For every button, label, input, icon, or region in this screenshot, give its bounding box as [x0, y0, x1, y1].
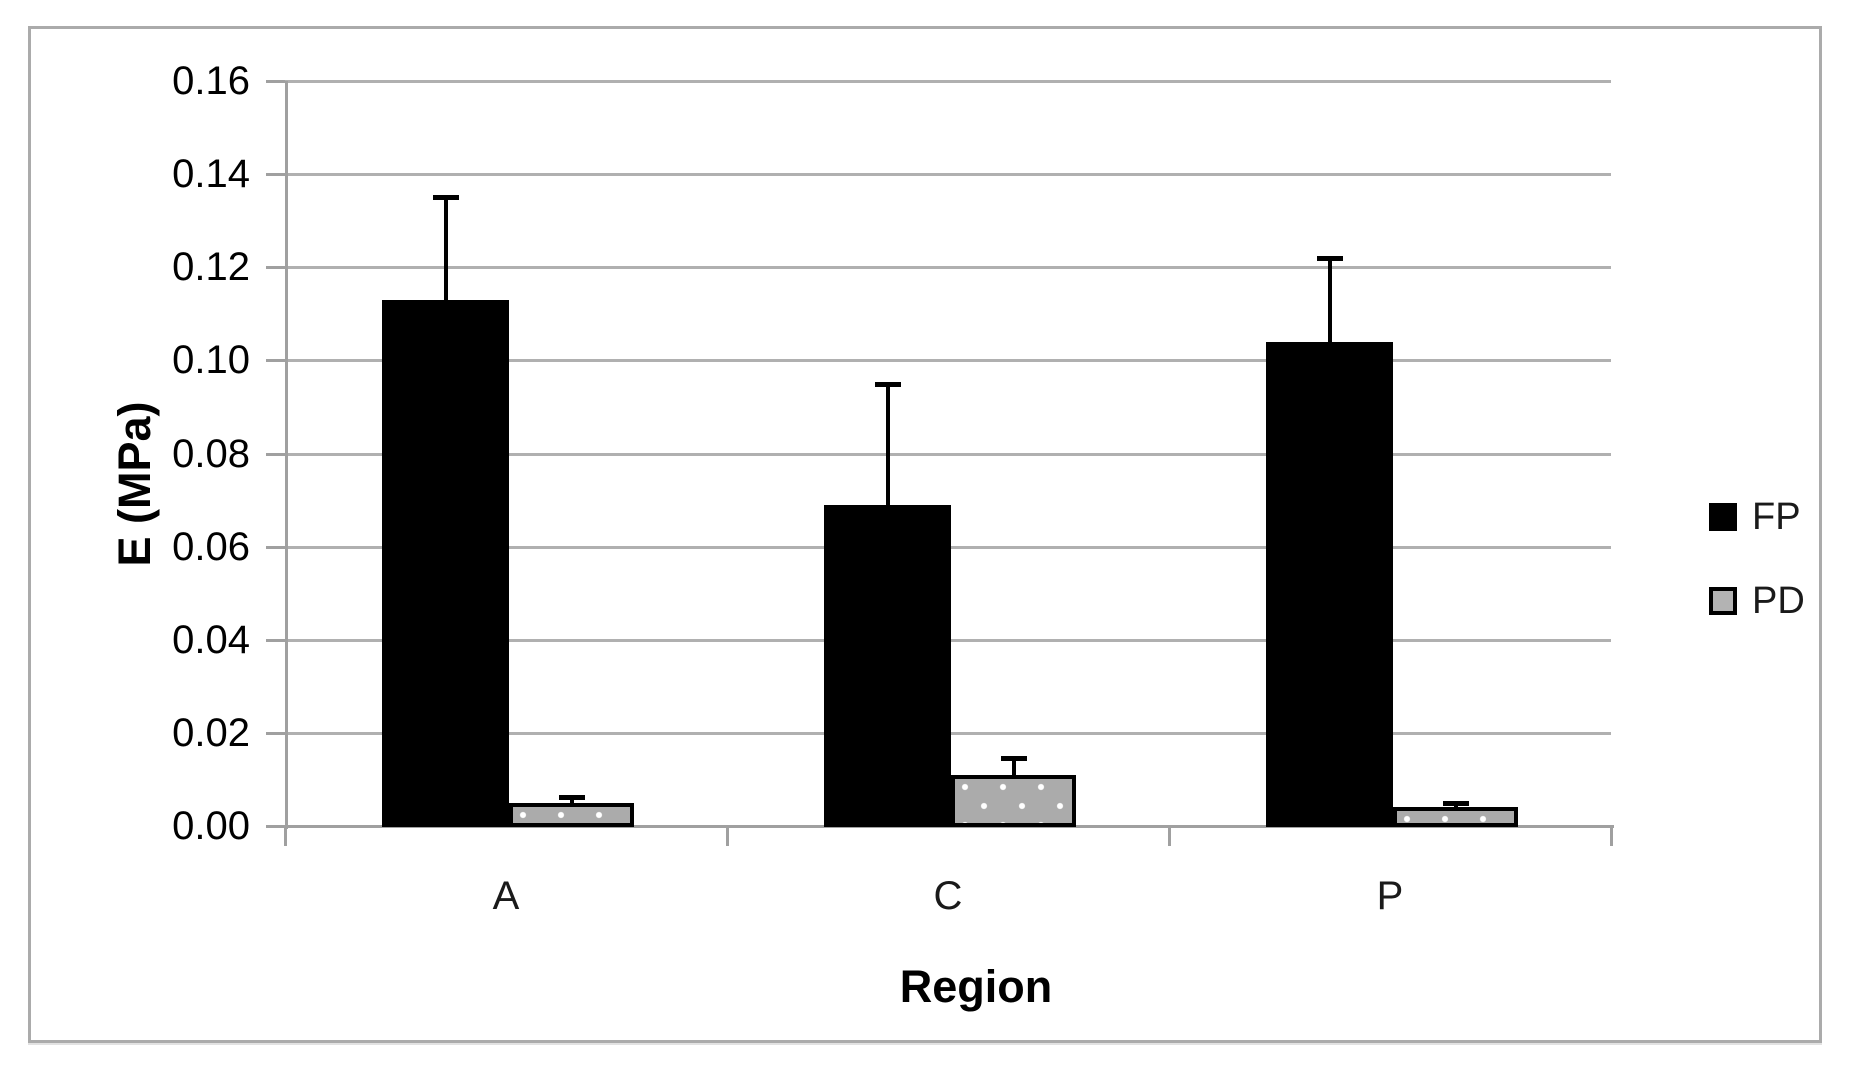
y-tick-label: 0.16	[172, 59, 250, 103]
error-bar-line	[443, 197, 448, 300]
error-bar-cap	[874, 381, 901, 387]
x-tick	[284, 826, 287, 846]
fp-swatch-icon	[1709, 503, 1737, 531]
category-label: C	[933, 874, 963, 918]
y-axis-line	[285, 81, 288, 829]
y-tick	[266, 825, 285, 828]
y-tick-label: 0.06	[172, 524, 250, 569]
x-tick	[726, 826, 729, 846]
y-tick-label: 0.14	[172, 152, 250, 197]
gridline	[285, 452, 1611, 456]
y-tick	[266, 731, 285, 735]
error-bar-line	[1011, 758, 1016, 775]
gridline	[285, 359, 1611, 363]
x-axis-title: Region	[899, 961, 1053, 1012]
x-tick	[1610, 826, 1613, 846]
legend-label-pd: PD	[1752, 580, 1805, 622]
bar-pd	[951, 774, 1076, 827]
error-bar-cap	[432, 195, 459, 201]
bar-fp	[382, 299, 509, 827]
y-tick-label: 0.12	[172, 245, 250, 290]
pd-swatch-icon	[1709, 587, 1737, 615]
y-tick-label: 0.08	[172, 431, 250, 476]
y-tick	[266, 452, 285, 456]
gridline	[285, 80, 1611, 83]
error-bar-cap	[1000, 756, 1027, 762]
bar-fp	[1266, 341, 1393, 827]
category-label: A	[492, 874, 520, 918]
y-tick-label: 0.10	[172, 338, 250, 383]
y-tick-label: 0.00	[172, 804, 250, 848]
error-bar-cap	[558, 795, 585, 801]
error-bar-line	[885, 383, 890, 505]
legend-item-pd: PD	[1709, 581, 1805, 621]
y-tick	[266, 359, 285, 363]
y-axis-title: E (MPa)	[109, 401, 160, 567]
error-bar-cap	[1316, 255, 1343, 261]
category-label: P	[1376, 874, 1404, 918]
legend: FP PD	[1709, 497, 1805, 621]
error-bar-line	[1327, 257, 1332, 342]
bar-fp	[824, 504, 951, 827]
bar-pd	[509, 802, 634, 827]
gridline	[285, 266, 1611, 270]
y-tick-label: 0.02	[172, 710, 250, 755]
chart-frame: 0.00 0.02 0.04 0.06 0.08 0.10 0.12 0.14 0.16 A C P …	[28, 26, 1822, 1043]
x-tick	[1168, 826, 1171, 846]
y-tick	[266, 80, 285, 83]
legend-item-fp: FP	[1709, 497, 1805, 537]
y-tick	[266, 638, 285, 642]
y-tick	[266, 545, 285, 549]
error-bar-cap	[1442, 800, 1469, 806]
y-tick	[266, 266, 285, 270]
legend-label-fp: FP	[1752, 496, 1801, 538]
bar-pd	[1393, 807, 1518, 827]
y-tick	[266, 173, 285, 177]
y-tick-label: 0.04	[172, 617, 250, 662]
gridline	[285, 173, 1611, 177]
